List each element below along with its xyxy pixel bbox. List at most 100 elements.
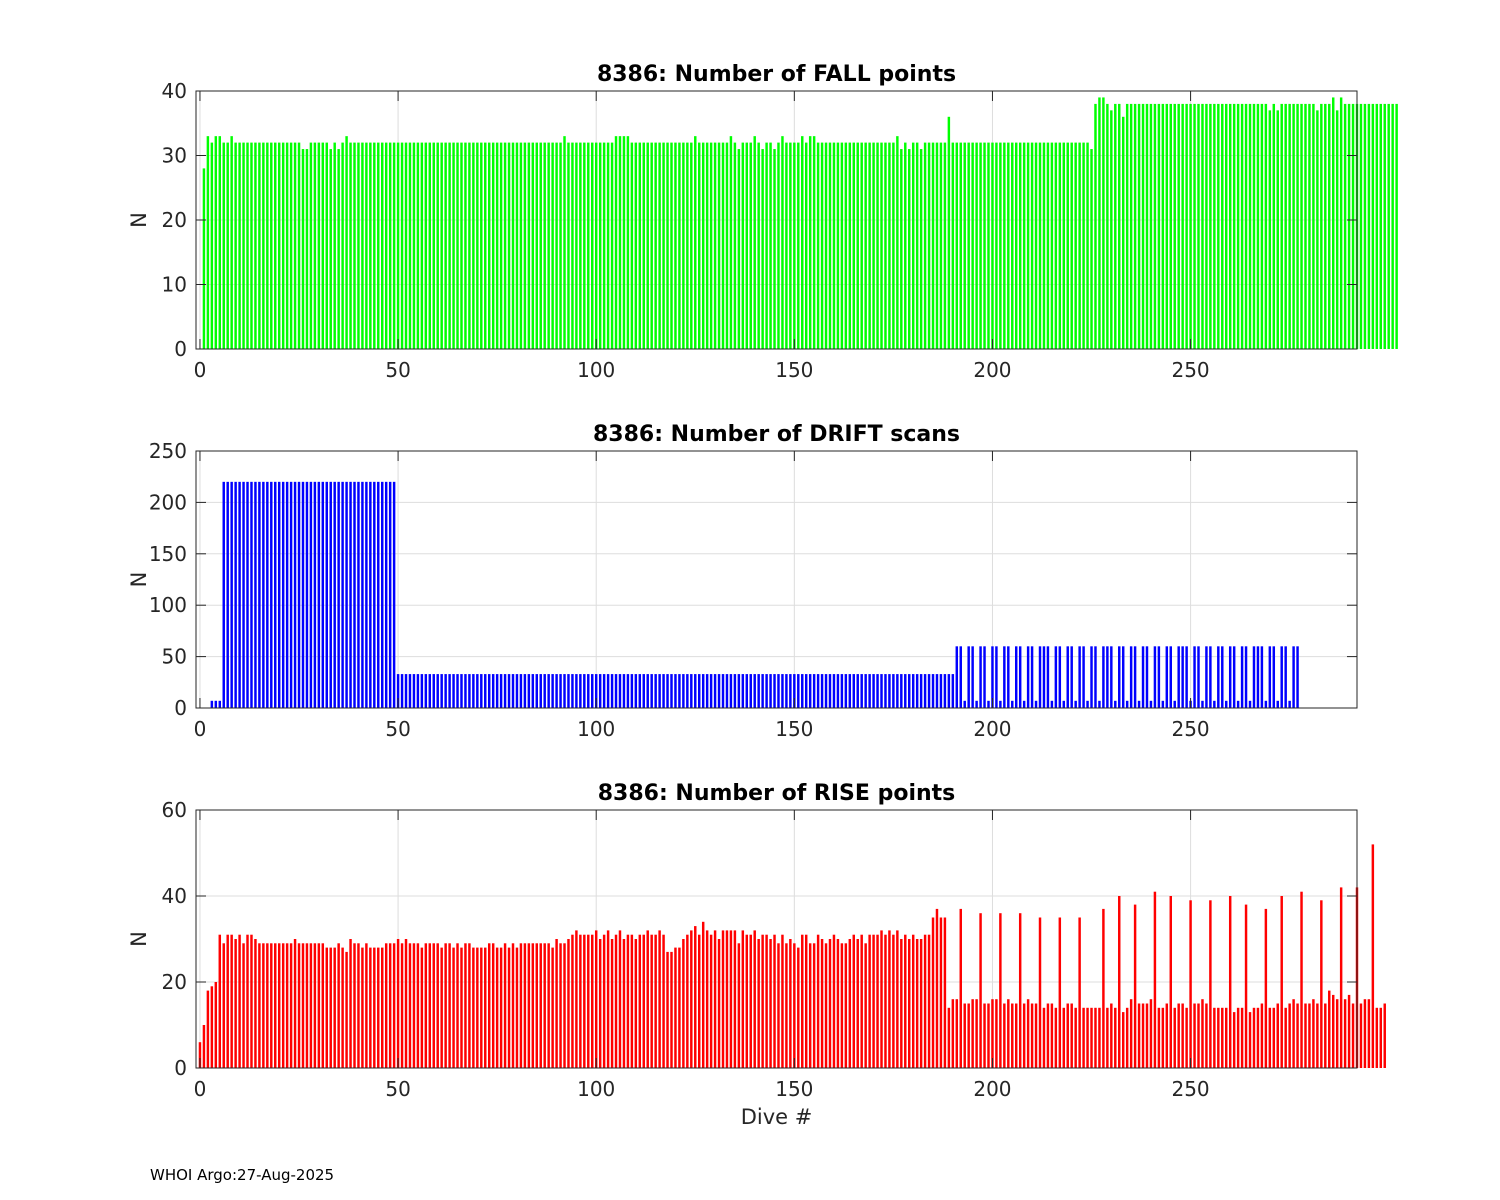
bar <box>531 674 535 708</box>
bar <box>642 934 645 1068</box>
bar <box>1359 1003 1363 1068</box>
bar <box>487 674 491 708</box>
bar <box>729 136 733 349</box>
bar <box>1121 116 1125 349</box>
bar <box>381 481 384 708</box>
bar <box>614 934 618 1068</box>
bar <box>1260 646 1264 708</box>
bar <box>995 142 998 349</box>
bar <box>733 674 737 708</box>
bar <box>277 943 281 1068</box>
bar <box>428 142 432 349</box>
bar <box>262 481 265 708</box>
bar <box>1193 646 1196 708</box>
bar <box>1252 646 1256 708</box>
bar <box>1169 103 1172 350</box>
bar <box>1240 646 1244 708</box>
bar <box>773 674 776 708</box>
bar <box>365 142 368 349</box>
bar <box>1339 887 1343 1068</box>
bar <box>1110 646 1113 708</box>
bar <box>1256 646 1260 708</box>
bar <box>1304 103 1307 350</box>
bar <box>1367 999 1371 1068</box>
bar <box>848 674 852 708</box>
bar <box>872 934 875 1068</box>
bar <box>789 142 792 349</box>
bar <box>1379 1007 1383 1068</box>
bar <box>1339 97 1343 349</box>
bar <box>701 674 705 708</box>
bar <box>626 136 630 349</box>
bar <box>333 481 336 708</box>
bar <box>1042 646 1046 708</box>
bar <box>1383 1003 1386 1068</box>
bar <box>781 136 784 349</box>
bar <box>662 934 665 1068</box>
bar <box>1011 1003 1014 1068</box>
bar <box>579 934 582 1068</box>
bar <box>614 674 618 708</box>
bar <box>967 1003 970 1068</box>
bar <box>951 674 955 708</box>
x-tick-label: 250 <box>1171 1077 1209 1101</box>
bar <box>424 943 428 1068</box>
bar <box>262 943 265 1068</box>
bar <box>242 943 245 1068</box>
bar <box>230 481 233 708</box>
bar <box>388 142 392 349</box>
bar <box>270 481 273 708</box>
bar <box>476 674 479 708</box>
bar <box>1118 896 1121 1068</box>
bar <box>757 939 760 1068</box>
bar <box>1165 1003 1169 1068</box>
bar <box>1225 1007 1228 1068</box>
bar <box>757 674 760 708</box>
bar <box>289 943 293 1068</box>
bar <box>1276 1003 1279 1068</box>
bar <box>1221 1007 1224 1068</box>
bar <box>1118 646 1121 708</box>
bar <box>1149 700 1153 708</box>
bar <box>868 142 871 349</box>
bar <box>880 930 883 1068</box>
bar <box>464 674 467 708</box>
bar <box>761 674 764 708</box>
bar <box>317 481 321 708</box>
bar <box>713 142 717 349</box>
bar <box>785 142 788 349</box>
bar <box>919 939 923 1068</box>
bar <box>400 142 404 349</box>
bar <box>242 142 245 349</box>
bar <box>682 142 685 349</box>
bar <box>1292 999 1295 1068</box>
bar <box>931 674 935 708</box>
bar <box>503 943 507 1068</box>
bar <box>1153 646 1157 708</box>
bar <box>468 943 471 1068</box>
bar <box>384 481 388 708</box>
bar <box>1018 142 1022 349</box>
bar <box>527 943 531 1068</box>
bar <box>1114 103 1117 350</box>
bar <box>1090 149 1093 349</box>
bar <box>1078 917 1081 1068</box>
bar <box>773 934 776 1068</box>
bar <box>713 674 717 708</box>
bar <box>1244 103 1248 350</box>
bar <box>1248 103 1252 350</box>
bar <box>594 930 598 1068</box>
bar <box>1201 103 1204 350</box>
bar <box>507 142 511 349</box>
bar <box>1007 646 1010 708</box>
bar <box>329 947 332 1068</box>
bar <box>1181 103 1184 350</box>
bar <box>963 1003 966 1068</box>
bar <box>876 934 879 1068</box>
bar <box>1201 999 1204 1068</box>
bar <box>563 943 566 1068</box>
bar <box>698 934 701 1068</box>
bar <box>753 674 756 708</box>
bar <box>313 142 317 349</box>
bar <box>345 951 348 1068</box>
